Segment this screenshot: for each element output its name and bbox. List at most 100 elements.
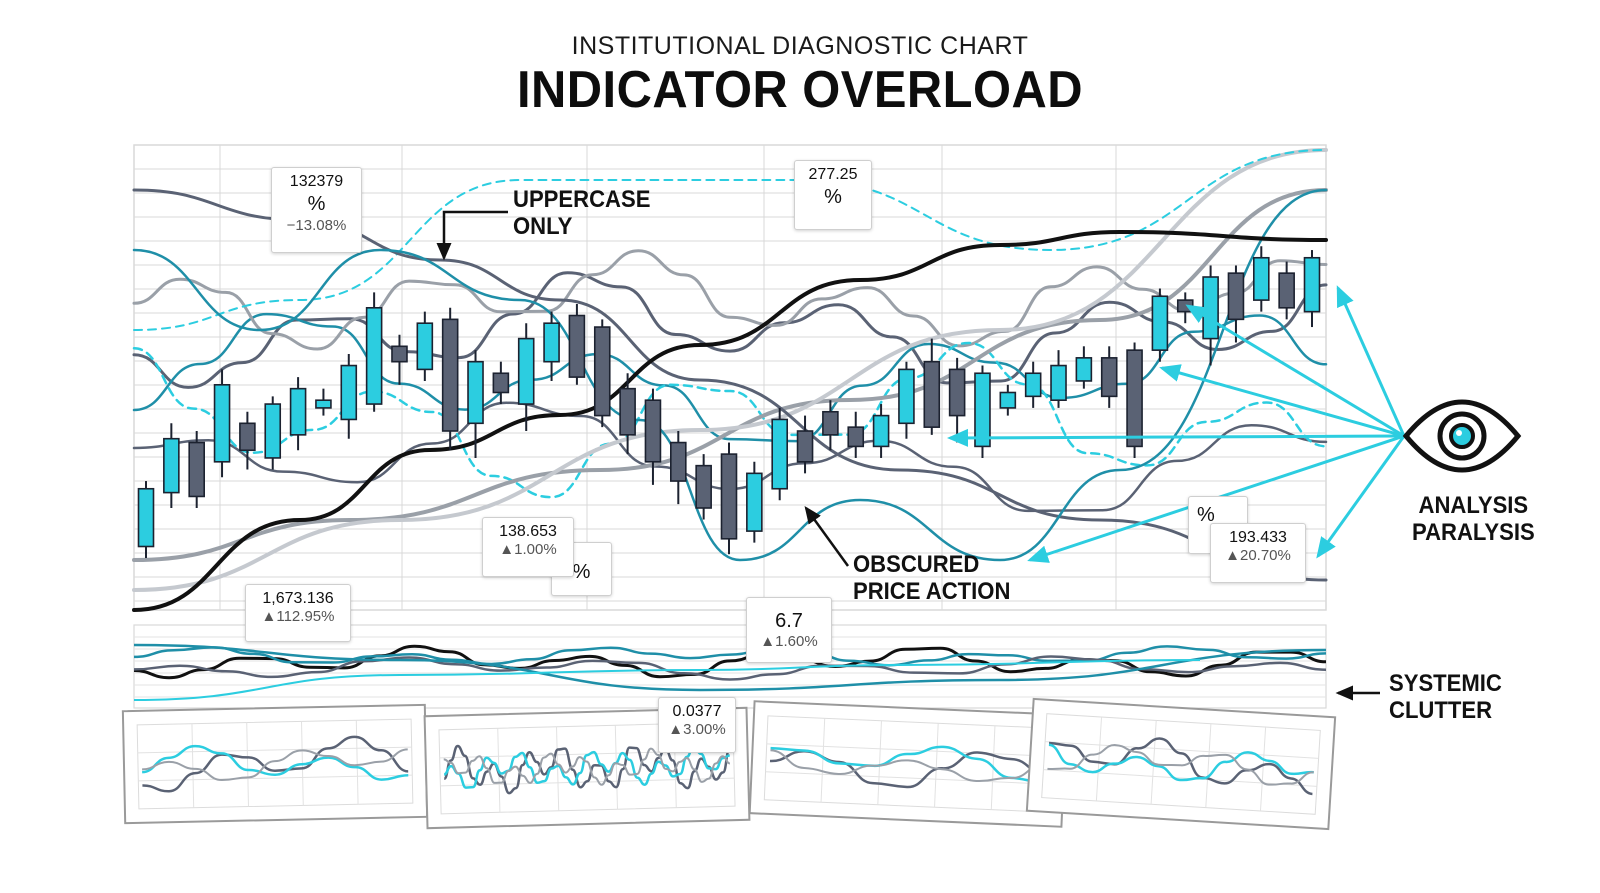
candle-body bbox=[847, 426, 865, 448]
candlestick-series bbox=[137, 246, 1321, 559]
candle-body bbox=[264, 403, 282, 459]
candle bbox=[517, 323, 535, 431]
candle-body bbox=[441, 318, 459, 432]
candle bbox=[619, 373, 636, 455]
candle-body bbox=[543, 322, 560, 363]
candle bbox=[847, 411, 865, 458]
mini-line bbox=[142, 748, 408, 782]
grid-line bbox=[556, 726, 560, 811]
grid-line bbox=[820, 718, 826, 803]
mini-chart-frame bbox=[1025, 697, 1337, 831]
arrow-obscured-price-action bbox=[804, 505, 850, 567]
candle-body bbox=[872, 414, 890, 448]
mini-chart bbox=[121, 703, 429, 825]
candle-body bbox=[948, 368, 966, 417]
candle-body bbox=[1227, 272, 1245, 321]
candle bbox=[974, 365, 991, 458]
candle-body bbox=[619, 387, 636, 436]
grid-line bbox=[614, 725, 618, 810]
candle bbox=[948, 357, 966, 443]
systemic-clutter-label: SYSTEMIC CLUTTER bbox=[1389, 670, 1502, 724]
candle-body bbox=[340, 364, 358, 421]
candle bbox=[137, 481, 155, 559]
arrow-uppercase-only bbox=[436, 210, 508, 261]
candle-body bbox=[1151, 295, 1169, 351]
candle-body bbox=[568, 314, 586, 378]
candle-body bbox=[1075, 357, 1093, 382]
candle bbox=[416, 311, 434, 381]
candle bbox=[467, 350, 484, 458]
candle bbox=[872, 404, 890, 458]
mini-line bbox=[770, 745, 1046, 785]
oscillator-line bbox=[133, 645, 1327, 667]
mini-chart-plot bbox=[1041, 713, 1321, 815]
candle-body bbox=[746, 472, 763, 532]
oscillator-line bbox=[133, 655, 1327, 681]
candle-body bbox=[593, 326, 611, 417]
candle bbox=[1075, 346, 1093, 389]
candle-body bbox=[137, 487, 155, 548]
analysis-paralysis-label: ANALYSIS PARALYSIS bbox=[1412, 492, 1535, 546]
candle bbox=[771, 407, 788, 501]
candle-body bbox=[670, 441, 687, 482]
arrow-analysis-paralysis bbox=[1185, 304, 1405, 438]
indicator-line bbox=[132, 341, 1328, 499]
indicator-line bbox=[132, 229, 1328, 612]
arrow-analysis-paralysis bbox=[1316, 435, 1406, 559]
eye-icon bbox=[1402, 399, 1522, 473]
candle bbox=[391, 334, 408, 385]
candle bbox=[1100, 346, 1118, 408]
candle-body bbox=[1253, 256, 1270, 301]
mini-line bbox=[443, 744, 731, 795]
grid-line bbox=[1045, 741, 1319, 759]
candle bbox=[796, 415, 814, 474]
oscillator-line bbox=[133, 643, 1327, 692]
candle-body bbox=[289, 387, 307, 436]
candle-body bbox=[188, 441, 205, 498]
candle-body bbox=[720, 453, 738, 540]
candle bbox=[568, 303, 586, 385]
candle-body bbox=[1303, 256, 1321, 313]
mini-line bbox=[1048, 743, 1314, 782]
candle bbox=[695, 454, 712, 520]
candle bbox=[188, 431, 205, 508]
candle-body bbox=[492, 372, 510, 394]
candle bbox=[1126, 342, 1143, 458]
callout-box: 193.433 ▲20.70% bbox=[1210, 523, 1306, 583]
mini-chart-frame bbox=[748, 700, 1068, 828]
candle-body bbox=[163, 437, 180, 494]
candle-body bbox=[898, 368, 915, 425]
callout-box: 0.0377 ▲3.00% bbox=[658, 697, 736, 753]
candle bbox=[340, 354, 358, 439]
candle-body bbox=[517, 337, 535, 405]
indicator-line bbox=[132, 188, 1328, 562]
callout-box: 132379 % −13.08% bbox=[271, 167, 362, 253]
grid-line bbox=[246, 722, 249, 807]
candle bbox=[239, 411, 256, 470]
callout-box: 1,673.136 ▲112.95% bbox=[245, 584, 351, 642]
candle-body bbox=[974, 372, 991, 448]
candle-body bbox=[416, 322, 434, 371]
callout-box: 6.7 ▲1.60% bbox=[746, 597, 832, 663]
oscillator-line bbox=[133, 644, 1327, 680]
grid-line bbox=[877, 720, 882, 805]
candle-body bbox=[365, 306, 383, 405]
indicator-line bbox=[132, 188, 1328, 562]
candle-body bbox=[315, 399, 332, 409]
candle bbox=[1303, 250, 1321, 328]
candle-body bbox=[1050, 364, 1067, 401]
candle bbox=[593, 319, 611, 428]
candle bbox=[492, 361, 510, 405]
mini-line bbox=[141, 744, 409, 781]
candle-body bbox=[213, 383, 231, 463]
candle bbox=[365, 292, 383, 412]
mini-line bbox=[443, 744, 730, 789]
arrow-analysis-paralysis bbox=[947, 428, 1405, 447]
candle bbox=[289, 377, 307, 451]
candle bbox=[1278, 261, 1295, 320]
grid-line bbox=[1259, 727, 1267, 811]
uppercase-only-label: UPPERCASE ONLY bbox=[513, 186, 651, 240]
mini-chart-plot bbox=[136, 718, 414, 810]
obscured-price-action-label: OBSCURED PRICE ACTION bbox=[853, 551, 1011, 605]
grid-line bbox=[1095, 717, 1103, 801]
